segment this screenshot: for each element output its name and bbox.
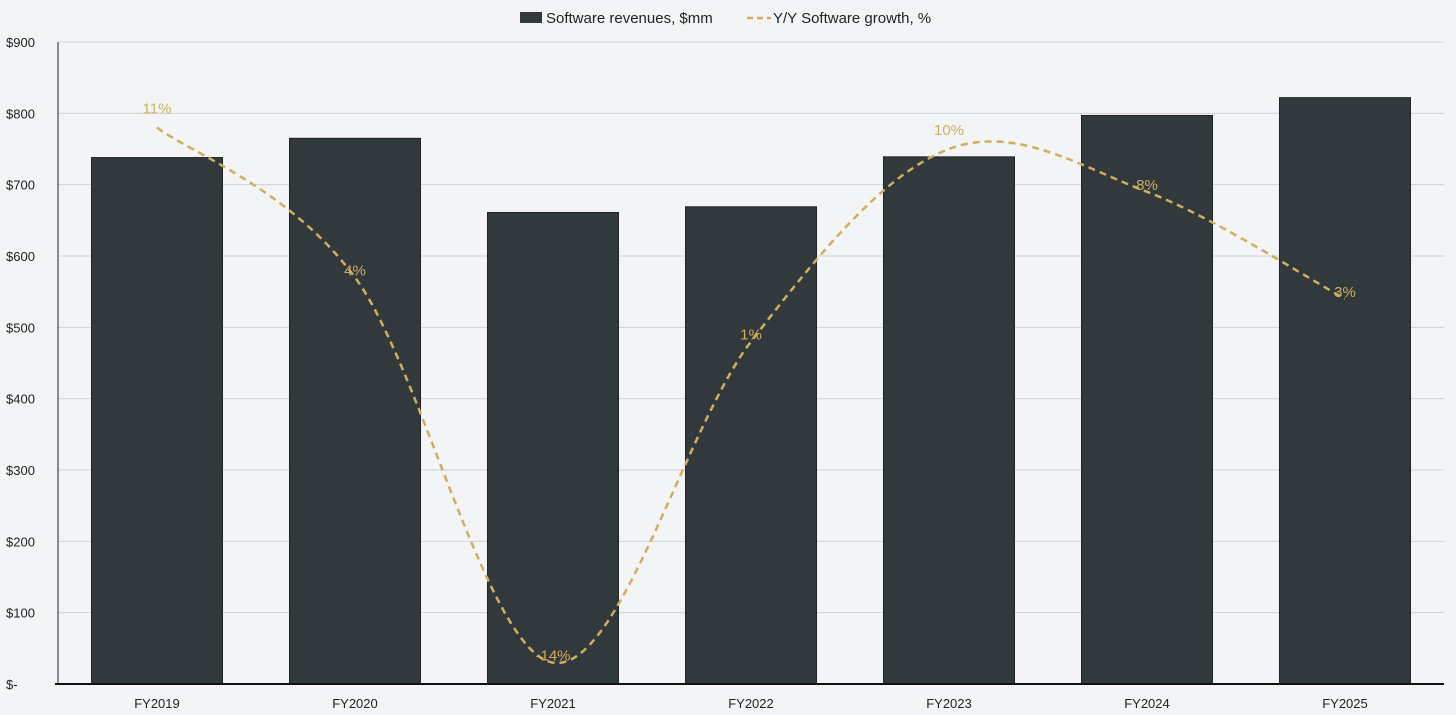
growth-data-label: 8% bbox=[1136, 177, 1158, 194]
bar bbox=[91, 157, 223, 685]
y-tick-label: $900 bbox=[6, 35, 35, 50]
growth-data-label: 10% bbox=[934, 122, 964, 139]
growth-line-group: 11% 4% -14% 1% 10% 8% 3% bbox=[143, 101, 1356, 665]
x-tick-label: FY2022 bbox=[728, 696, 774, 711]
axes bbox=[55, 42, 1444, 685]
bar bbox=[883, 156, 1015, 685]
y-tick-label: $- bbox=[6, 677, 18, 692]
y-tick-label: $500 bbox=[6, 320, 35, 335]
legend-label-bars: Software revenues, $mm bbox=[546, 10, 713, 27]
y-tick-label: $400 bbox=[6, 392, 35, 407]
growth-data-label: 11% bbox=[143, 101, 172, 118]
x-axis-ticks: FY2019 FY2020 FY2021 FY2022 FY2023 FY2024 FY20… bbox=[134, 696, 1368, 711]
bar bbox=[487, 211, 619, 685]
growth-data-label: 4% bbox=[344, 262, 366, 279]
y-axis-ticks: $- $100 $200 $300 $400 $500 $600 $700 $800 $900 bbox=[6, 35, 35, 692]
legend: Software revenues, $mm Y/Y Software grow… bbox=[520, 10, 931, 27]
y-tick-label: $600 bbox=[6, 249, 35, 264]
growth-data-label: 3% bbox=[1334, 284, 1356, 301]
bar bbox=[1279, 97, 1411, 685]
growth-data-label: -14% bbox=[535, 648, 570, 665]
x-tick-label: FY2019 bbox=[134, 696, 180, 711]
y-tick-label: $100 bbox=[6, 606, 35, 621]
y-tick-label: $800 bbox=[6, 106, 35, 121]
x-tick-label: FY2021 bbox=[530, 696, 576, 711]
bar bbox=[685, 206, 817, 685]
y-tick-label: $700 bbox=[6, 178, 35, 193]
bar bbox=[1081, 114, 1213, 685]
x-tick-label: FY2020 bbox=[332, 696, 378, 711]
x-tick-label: FY2024 bbox=[1124, 696, 1170, 711]
growth-line bbox=[156, 126, 1346, 664]
legend-swatch-bars bbox=[520, 12, 542, 23]
bar bbox=[289, 137, 421, 685]
growth-data-label: 1% bbox=[740, 327, 762, 344]
y-tick-label: $300 bbox=[6, 463, 35, 478]
bars bbox=[91, 97, 1411, 685]
x-tick-label: FY2025 bbox=[1322, 696, 1368, 711]
y-tick-label: $200 bbox=[6, 534, 35, 549]
legend-label-line: Y/Y Software growth, % bbox=[773, 10, 931, 27]
x-tick-label: FY2023 bbox=[926, 696, 972, 711]
